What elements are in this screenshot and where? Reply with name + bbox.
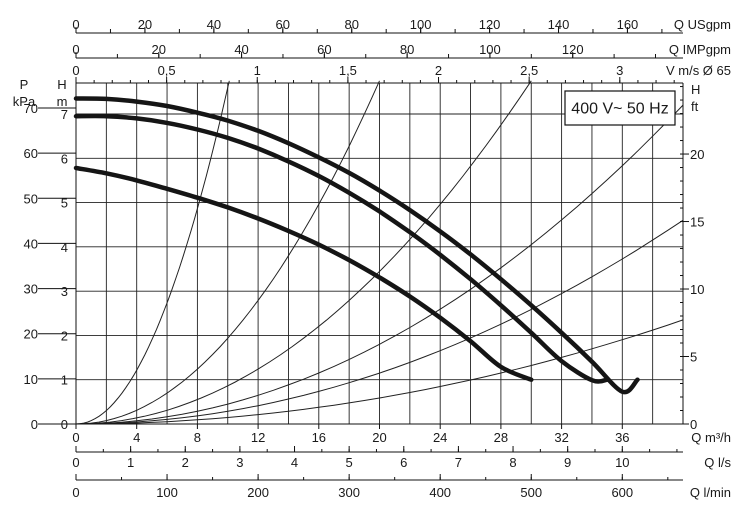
tick-label-q_m3h: 28 xyxy=(494,430,508,445)
axis-title-v_ms: V m/s Ø 65 xyxy=(666,63,731,78)
tick-label-q_ls: 9 xyxy=(564,455,571,470)
tick-label-q_ls: 6 xyxy=(400,455,407,470)
tick-label-q_m3h: 16 xyxy=(312,430,326,445)
tick-label-q_lmin: 100 xyxy=(156,485,178,500)
pump-curve-2 xyxy=(73,113,610,384)
tick-label-q_ls: 7 xyxy=(455,455,462,470)
tick-label-h_ft: 0 xyxy=(690,417,697,432)
tick-label-h_m: 4 xyxy=(61,240,68,255)
tick-label-q_usgpm: 140 xyxy=(548,17,570,32)
tick-label-p_kpa: 70 xyxy=(24,101,38,116)
tick-label-q_ls: 4 xyxy=(291,455,298,470)
tick-label-h_m: 2 xyxy=(61,328,68,343)
tick-label-q_impgpm: 20 xyxy=(152,42,166,57)
tick-label-q_usgpm: 80 xyxy=(344,17,358,32)
tick-label-p_kpa: 40 xyxy=(24,236,38,251)
tick-label-q_usgpm: 120 xyxy=(479,17,501,32)
tick-label-h_ft: 10 xyxy=(690,282,704,297)
tick-label-v_ms: 0 xyxy=(72,63,79,78)
tick-label-h_m: 5 xyxy=(61,196,68,211)
tick-label-q_m3h: 0 xyxy=(72,430,79,445)
tick-label-q_ls: 0 xyxy=(72,455,79,470)
tick-label-q_impgpm: 40 xyxy=(234,42,248,57)
system-curve xyxy=(75,80,532,425)
axis-title-p_kpa: P xyxy=(20,77,29,92)
tick-label-q_impgpm: 80 xyxy=(400,42,414,57)
tick-label-p_kpa: 50 xyxy=(24,191,38,206)
pump-curve-1 xyxy=(73,96,640,395)
system-curves xyxy=(75,80,684,425)
tick-label-h_m: 0 xyxy=(61,417,68,432)
tick-label-q_usgpm: 0 xyxy=(72,17,79,32)
tick-label-h_m: 6 xyxy=(61,151,68,166)
tick-label-q_ls: 2 xyxy=(182,455,189,470)
tick-label-q_m3h: 12 xyxy=(251,430,265,445)
tick-label-q_usgpm: 40 xyxy=(207,17,221,32)
tick-label-p_kpa: 60 xyxy=(24,146,38,161)
tick-label-p_kpa: 20 xyxy=(24,327,38,342)
tick-label-q_ls: 3 xyxy=(236,455,243,470)
system-curve xyxy=(75,80,380,425)
tick-label-v_ms: 2 xyxy=(435,63,442,78)
system-curve xyxy=(75,80,230,425)
system-curve xyxy=(75,104,684,425)
tick-label-q_usgpm: 160 xyxy=(617,17,639,32)
axis-title-h_m: H xyxy=(57,77,66,92)
pump-curves xyxy=(73,96,640,395)
tick-label-q_ls: 8 xyxy=(509,455,516,470)
tick-label-q_lmin: 600 xyxy=(611,485,633,500)
tick-label-q_m3h: 4 xyxy=(133,430,140,445)
axis-title-h_ft: ft xyxy=(691,99,699,114)
tick-label-q_impgpm: 60 xyxy=(317,42,331,57)
voltage-frequency-badge: 400 V~ 50 Hz xyxy=(564,90,676,126)
tick-label-h_m: 1 xyxy=(61,373,68,388)
axis-title-p_kpa: kPa xyxy=(13,94,36,109)
axis-title-h_ft: H xyxy=(691,82,700,97)
tick-label-q_usgpm: 60 xyxy=(276,17,290,32)
tick-label-h_ft: 15 xyxy=(690,215,704,230)
voltage-frequency-text: 400 V~ 50 Hz xyxy=(571,101,668,118)
system-curve xyxy=(75,219,684,425)
axis-title-q_usgpm: Q USgpm xyxy=(674,17,731,32)
pump-curve-3 xyxy=(73,165,534,382)
tick-label-q_m3h: 20 xyxy=(372,430,386,445)
tick-label-h_ft: 5 xyxy=(690,350,697,365)
tick-label-q_usgpm: 100 xyxy=(410,17,432,32)
tick-label-q_lmin: 400 xyxy=(429,485,451,500)
tick-label-q_impgpm: 0 xyxy=(72,42,79,57)
axes xyxy=(38,27,689,481)
tick-label-p_kpa: 30 xyxy=(24,282,38,297)
tick-label-p_kpa: 0 xyxy=(31,417,38,432)
tick-label-q_usgpm: 20 xyxy=(138,17,152,32)
axis-title-q_ls: Q l/s xyxy=(704,455,731,470)
tick-label-h_m: 3 xyxy=(61,284,68,299)
tick-label-q_lmin: 500 xyxy=(520,485,542,500)
axis-title-q_m3h: Q m³/h xyxy=(691,430,731,445)
tick-label-v_ms: 1,5 xyxy=(339,63,357,78)
tick-label-q_m3h: 32 xyxy=(554,430,568,445)
tick-label-q_impgpm: 100 xyxy=(479,42,501,57)
axis-title-q_impgpm: Q IMPgpm xyxy=(669,42,731,57)
tick-label-v_ms: 2,5 xyxy=(520,63,538,78)
tick-label-q_m3h: 8 xyxy=(194,430,201,445)
axis-title-q_lmin: Q l/min xyxy=(690,485,731,500)
axis-title-h_m: m xyxy=(57,94,68,109)
tick-label-p_kpa: 10 xyxy=(24,372,38,387)
tick-label-q_ls: 1 xyxy=(127,455,134,470)
tick-label-v_ms: 3 xyxy=(616,63,623,78)
tick-label-v_ms: 1 xyxy=(254,63,261,78)
tick-label-q_ls: 10 xyxy=(615,455,629,470)
tick-label-q_lmin: 200 xyxy=(247,485,269,500)
tick-label-v_ms: 0,5 xyxy=(158,63,176,78)
tick-label-q_m3h: 24 xyxy=(433,430,447,445)
tick-label-q_lmin: 300 xyxy=(338,485,360,500)
tick-label-q_ls: 5 xyxy=(346,455,353,470)
tick-label-q_impgpm: 120 xyxy=(562,42,584,57)
tick-label-q_m3h: 36 xyxy=(615,430,629,445)
tick-label-h_ft: 20 xyxy=(690,147,704,162)
tick-label-q_lmin: 0 xyxy=(72,485,79,500)
tick-label-h_m: 7 xyxy=(61,107,68,122)
